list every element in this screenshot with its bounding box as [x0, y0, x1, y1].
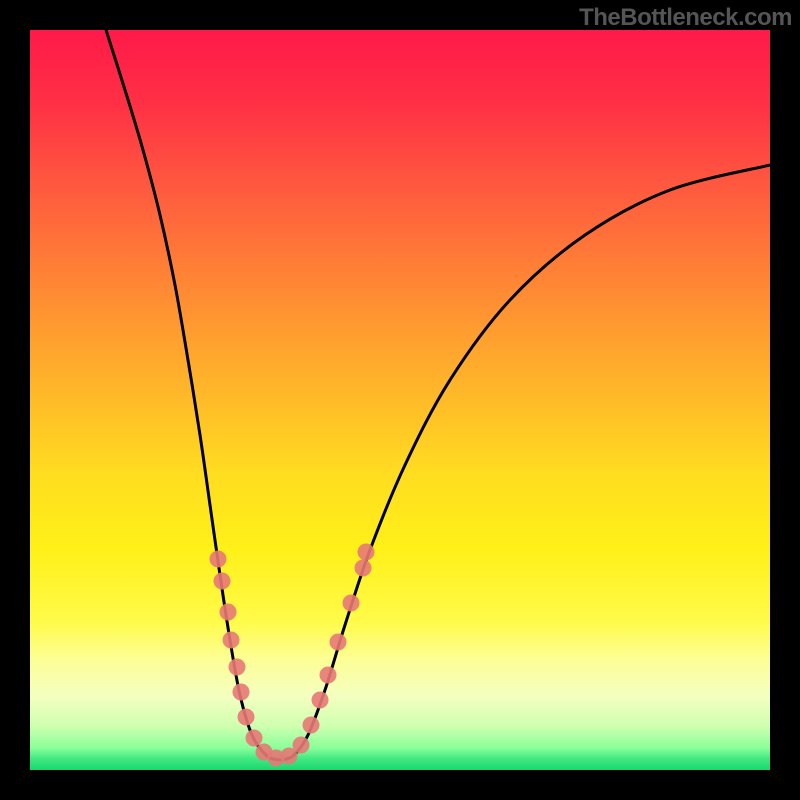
- chart-frame: TheBottleneck.com: [0, 0, 800, 800]
- data-marker: [358, 544, 375, 561]
- data-marker: [355, 560, 372, 577]
- watermark-text: TheBottleneck.com: [579, 4, 792, 32]
- curve-right-branch: [280, 165, 770, 760]
- curve-left-branch: [106, 30, 280, 760]
- data-marker: [320, 667, 337, 684]
- data-marker: [238, 709, 255, 726]
- data-marker: [233, 684, 250, 701]
- data-marker: [210, 551, 227, 568]
- data-marker: [229, 659, 246, 676]
- marker-group: [210, 544, 375, 767]
- data-marker: [214, 573, 231, 590]
- data-marker: [343, 595, 360, 612]
- data-marker: [220, 604, 237, 621]
- data-marker: [303, 717, 320, 734]
- plot-area: [30, 30, 770, 770]
- curve-layer: [30, 30, 770, 770]
- data-marker: [312, 692, 329, 709]
- data-marker: [246, 730, 263, 747]
- data-marker: [293, 737, 310, 754]
- data-marker: [330, 634, 347, 651]
- data-marker: [223, 632, 240, 649]
